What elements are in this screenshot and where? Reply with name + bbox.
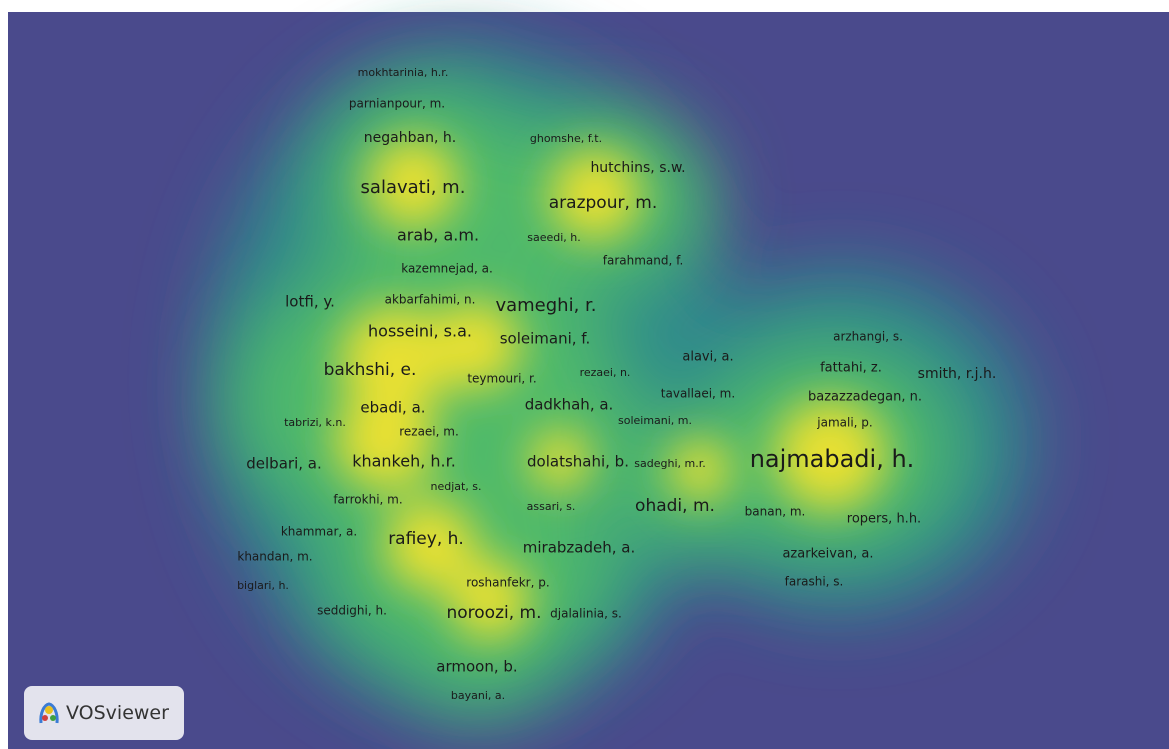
node-label: arzhangi, s.: [833, 330, 903, 344]
node-label: teymouri, r.: [467, 372, 536, 386]
node-label: bayani, a.: [451, 689, 505, 702]
node-label: najmabadi, h.: [750, 445, 915, 473]
logo-icon: [39, 702, 59, 724]
node-label: tavallaei, m.: [661, 387, 735, 401]
node-label: parnianpour, m.: [349, 97, 445, 111]
node-label: salavati, m.: [361, 177, 466, 198]
node-label: ropers, h.h.: [847, 512, 921, 527]
node-label: arazpour, m.: [549, 193, 657, 213]
node-label: fattahi, z.: [820, 361, 882, 376]
node-label: arab, a.m.: [397, 226, 479, 245]
node-label: rezaei, n.: [580, 366, 631, 379]
node-label: akbarfahimi, n.: [385, 293, 476, 307]
node-label: khandan, m.: [237, 550, 312, 564]
node-label: jamali, p.: [816, 416, 872, 430]
logo-badge: VOSviewer: [24, 686, 184, 740]
node-label: saeedi, h.: [527, 231, 581, 244]
node-label: farahmand, f.: [603, 254, 684, 268]
node-label: delbari, a.: [246, 455, 321, 473]
node-label: mirabzadeh, a.: [523, 539, 635, 557]
node-label: khammar, a.: [281, 525, 357, 539]
node-label: roshanfekr, p.: [466, 576, 549, 590]
node-label: dolatshahi, b.: [527, 453, 629, 471]
density-yellow: [335, 138, 885, 640]
node-label: ohadi, m.: [635, 496, 715, 516]
labels: mokhtarinia, h.r. parnianpour, m. negahban…: [237, 66, 996, 702]
node-label: noroozi, m.: [446, 603, 541, 623]
node-label: bazazzadegan, n.: [808, 390, 922, 405]
node-label: seddighi, h.: [317, 604, 387, 618]
node-label: rafiey, h.: [388, 529, 464, 549]
node-label: sadeghi, m.r.: [634, 457, 705, 470]
node-label: tabrizi, k.n.: [284, 416, 346, 429]
node-label: djalalinia, s.: [550, 607, 622, 621]
node-label: kazemnejad, a.: [401, 262, 493, 276]
node-label: ghomshe, f.t.: [530, 132, 602, 145]
node-label: banan, m.: [745, 505, 806, 519]
node-label: khankeh, h.r.: [352, 452, 456, 471]
node-label: lotfi, y.: [285, 293, 335, 311]
node-label: hosseini, s.a.: [368, 322, 472, 341]
node-label: armoon, b.: [436, 658, 517, 676]
node-label: mokhtarinia, h.r.: [358, 66, 449, 79]
node-label: hutchins, s.w.: [590, 160, 685, 176]
node-label: assari, s.: [527, 500, 576, 513]
node-label: soleimani, f.: [500, 330, 591, 348]
node-label: nedjat, s.: [430, 480, 481, 493]
node-label: soleimani, m.: [618, 414, 692, 427]
node-label: dadkhah, a.: [525, 396, 614, 414]
node-label: rezaei, m.: [399, 425, 459, 439]
logo-text: VOSviewer: [66, 702, 169, 724]
node-label: ebadi, a.: [360, 399, 425, 417]
node-label: negahban, h.: [364, 130, 456, 146]
node-label: smith, r.j.h.: [918, 366, 997, 382]
node-label: vameghi, r.: [495, 295, 596, 316]
node-label: biglari, h.: [237, 579, 289, 592]
node-label: azarkeivan, a.: [782, 547, 873, 562]
node-label: alavi, a.: [682, 350, 733, 365]
node-label: farashi, s.: [785, 575, 844, 589]
node-label: bakhshi, e.: [324, 360, 417, 380]
node-label: farrokhi, m.: [333, 493, 402, 507]
